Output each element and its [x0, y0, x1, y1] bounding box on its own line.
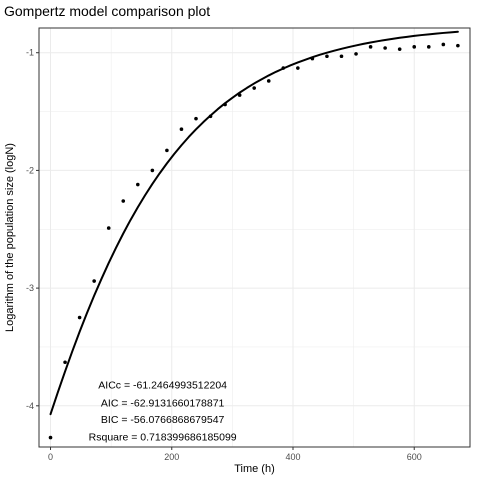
plot-panel: [36, 27, 471, 450]
data-point: [354, 52, 358, 56]
data-point: [48, 435, 53, 440]
fit-statistic-annotation: AIC = -62.9131660178871: [101, 397, 225, 409]
data-point: [456, 43, 460, 48]
data-point: [63, 360, 67, 365]
chart-title: Gompertz model comparison plot: [4, 3, 210, 19]
data-point: [208, 114, 213, 119]
y-tick-label: -4: [26, 401, 34, 411]
data-point: [412, 45, 417, 49]
data-point: [252, 86, 256, 90]
data-point: [106, 226, 111, 230]
data-point: [92, 279, 96, 283]
y-tick-label: -2: [26, 165, 34, 175]
fit-statistic-annotation: BIC = -56.0766868679547: [101, 414, 225, 426]
x-tick-label: 200: [164, 452, 179, 462]
x-axis-label: Time (h): [234, 463, 275, 475]
data-point: [150, 168, 155, 173]
data-point: [223, 102, 227, 107]
data-point: [281, 66, 286, 70]
panel-background: [39, 28, 470, 447]
y-axis-label: Logarithm of the population size (logN): [4, 143, 16, 332]
data-point: [77, 315, 82, 320]
panel-border: [38, 27, 471, 448]
data-point: [179, 127, 184, 132]
data-point: [296, 66, 300, 70]
data-point: [426, 45, 431, 49]
x-tick-label: 400: [285, 452, 300, 462]
gompertz-fit-line: [49, 30, 459, 416]
data-point: [237, 93, 242, 97]
data-point: [136, 182, 140, 187]
data-point: [397, 47, 402, 51]
data-point: [121, 199, 126, 203]
x-tick-label: 600: [407, 452, 422, 462]
data-point: [368, 45, 373, 49]
data-point: [165, 148, 169, 153]
data-point: [441, 42, 446, 47]
fit-statistic-annotation: Rsquare = 0.718399686185099: [89, 431, 237, 443]
y-tick-label: -3: [26, 283, 34, 293]
data-point: [310, 56, 315, 61]
fit-statistic-annotation: AICc = -61.2464993512204: [98, 380, 227, 392]
data-point: [266, 79, 271, 83]
data-point: [383, 46, 387, 50]
data-point: [325, 54, 329, 59]
y-tick-label: -1: [26, 48, 34, 58]
data-point: [339, 54, 344, 59]
data-point: [194, 116, 198, 121]
x-tick-label: 0: [48, 452, 53, 462]
